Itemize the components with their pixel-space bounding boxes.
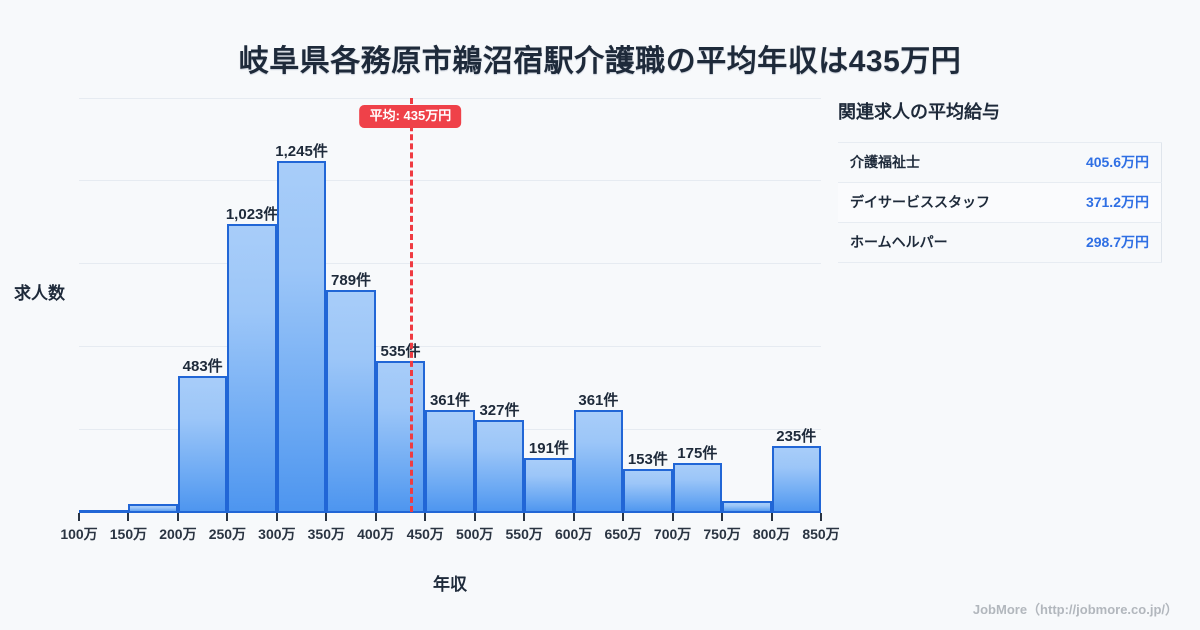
bar (79, 509, 129, 512)
bar (474, 419, 525, 512)
bar (425, 410, 475, 512)
x-axis-tick (424, 513, 427, 521)
x-axis-tick-label: 200万 (159, 526, 197, 542)
bar (722, 500, 772, 512)
table-row: デイサービススタッフ 371.2万円 (838, 182, 1162, 223)
x-axis-tick-label: 700万 (653, 526, 692, 542)
bar-value-label: 361件 (578, 392, 619, 410)
x-axis-tick (127, 513, 130, 521)
page-title: 岐阜県各務原市鵜沼宿駅介護職の平均年収は435万円 (238, 45, 962, 78)
x-axis-line (79, 511, 821, 513)
histogram-chart: 483件 1,023件 1,245件 789件 535件 361件 327件 191件 361件… (14, 98, 840, 594)
related-salary-title: 関連求人の平均給与 (838, 102, 1000, 122)
x-axis-tick (721, 513, 724, 521)
x-axis-tick (671, 513, 674, 521)
x-axis-tick (473, 513, 476, 521)
plot-area: 483件 1,023件 1,245件 789件 535件 361件 327件 191件 361件… (79, 98, 821, 512)
x-axis-title: 年収 (433, 575, 467, 594)
bar (672, 462, 723, 512)
x-axis-tick (226, 513, 229, 521)
bar (375, 361, 426, 512)
x-axis-tick (770, 513, 773, 521)
average-line (410, 98, 414, 512)
bar-value-label: 1,245件 (275, 143, 328, 161)
related-salary-table: 介護福祉士 405.6万円デイサービススタッフ 371.2万円ホームヘルパー 298.… (838, 142, 1162, 263)
x-axis-tick (176, 513, 179, 521)
x-axis-tick (572, 513, 575, 521)
x-axis-tick-label: 550万 (505, 526, 543, 542)
x-axis-tick (325, 513, 328, 521)
bar-value-label: 175件 (677, 444, 718, 462)
gridline (79, 179, 821, 181)
bar (326, 289, 376, 512)
x-axis-tick-label: 450万 (406, 526, 444, 542)
y-axis-title: 求人数 (14, 284, 65, 303)
x-axis-tick-label: 250万 (208, 526, 247, 542)
x-axis-tick-label: 100万 (60, 526, 98, 542)
bar (524, 458, 574, 512)
x-axis-tick (523, 513, 526, 521)
x-axis-tick-label: 400万 (357, 526, 395, 542)
table-row: ホームヘルパー 298.7万円 (838, 223, 1162, 263)
gridline (79, 262, 821, 264)
bar (227, 223, 277, 512)
x-axis-tick (275, 513, 278, 521)
x-axis-tick-label: 650万 (604, 526, 642, 542)
x-axis-tick-label: 500万 (456, 526, 494, 542)
bar (771, 445, 821, 512)
salary-role-cell: 介護福祉士 (850, 154, 920, 170)
x-axis-tick (78, 513, 80, 521)
bar (573, 410, 624, 512)
x-axis-tick-label: 350万 (307, 526, 345, 542)
gridline (79, 345, 821, 347)
x-axis-tick-label: 150万 (109, 526, 148, 542)
salary-value-cell: 405.6万円 (1085, 154, 1149, 170)
average-badge: 平均: 435万円 (359, 105, 462, 129)
x-axis-tick (622, 513, 625, 521)
salary-role-cell: ホームヘルパー (850, 234, 948, 250)
x-axis-tick (820, 513, 822, 521)
x-axis-tick-label: 800万 (752, 526, 791, 542)
x-axis-tick-label: 300万 (258, 526, 296, 542)
gridline (79, 98, 821, 99)
bar (623, 468, 673, 512)
salary-value-cell: 298.7万円 (1085, 234, 1149, 250)
bar (276, 161, 327, 512)
salary-value-cell: 371.2万円 (1085, 194, 1149, 210)
x-axis-tick-label: 850万 (802, 526, 840, 542)
related-salary-panel: 関連求人の平均給与 介護福祉士 405.6万円デイサービススタッフ 371.2万円ホ… (838, 98, 1168, 263)
bar (128, 503, 178, 512)
x-axis-tick (374, 513, 377, 521)
footer-watermark: JobMore（http://jobmore.co.jp/） (972, 602, 1178, 617)
table-row: 介護福祉士 405.6万円 (838, 142, 1162, 183)
x-axis-tick-label: 600万 (554, 526, 593, 542)
salary-role-cell: デイサービススタッフ (850, 194, 990, 210)
bar (177, 375, 228, 512)
x-axis-tick-label: 750万 (703, 526, 741, 542)
